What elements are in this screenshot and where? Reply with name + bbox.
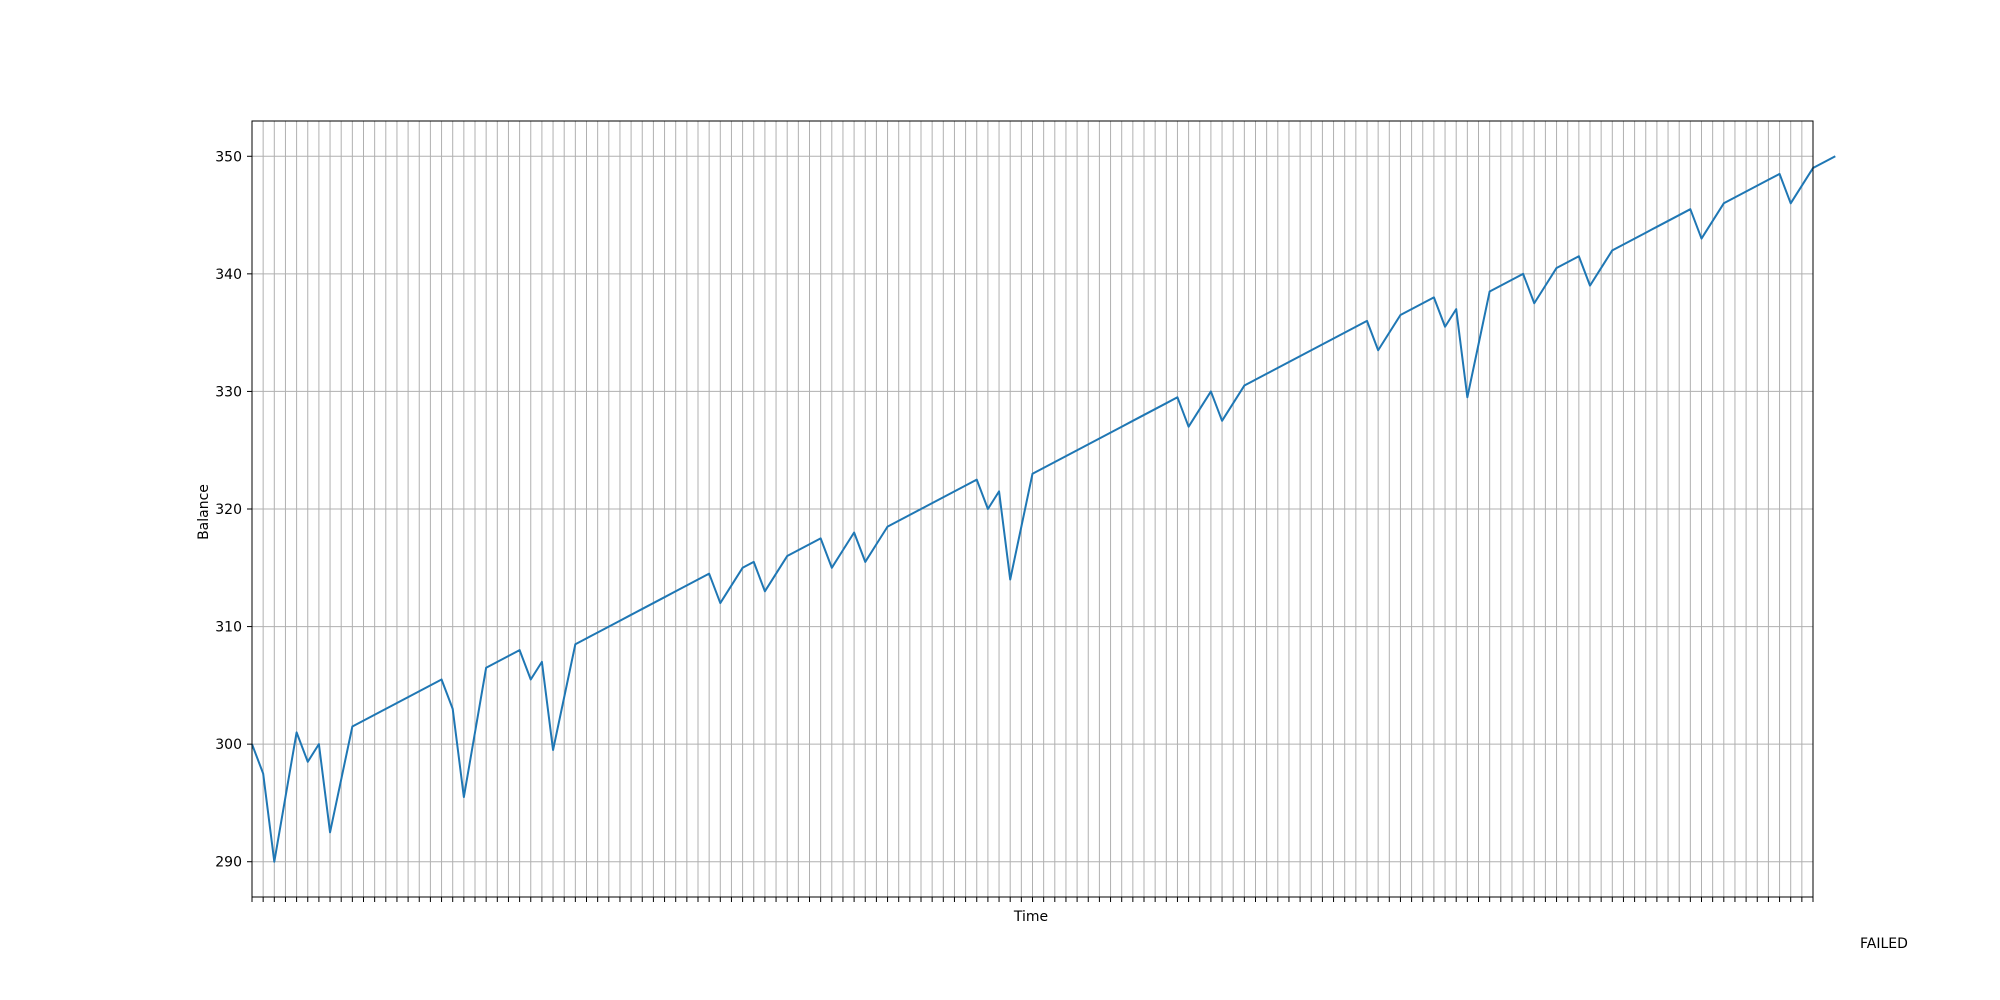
grid-lines — [251, 121, 1814, 897]
y-tick-label: 310 — [215, 620, 242, 636]
y-tick-label: 290 — [215, 855, 242, 871]
x-axis-label: Time — [1013, 909, 1048, 925]
balance-series-line — [251, 155, 1836, 863]
y-tick-label: 300 — [215, 737, 242, 753]
status-text: FAILED — [1860, 936, 1908, 952]
y-tick-label: 320 — [215, 502, 242, 518]
y-axis-label: Balance — [196, 484, 212, 540]
y-tick-labels: 290 300 310 320 330 340 350 — [215, 149, 242, 870]
y-tick-label: 350 — [215, 149, 242, 165]
y-tick-label: 340 — [215, 267, 242, 283]
plot-frame — [251, 120, 1814, 898]
axis-ticks — [247, 155, 1814, 902]
y-tick-label: 330 — [215, 384, 242, 400]
